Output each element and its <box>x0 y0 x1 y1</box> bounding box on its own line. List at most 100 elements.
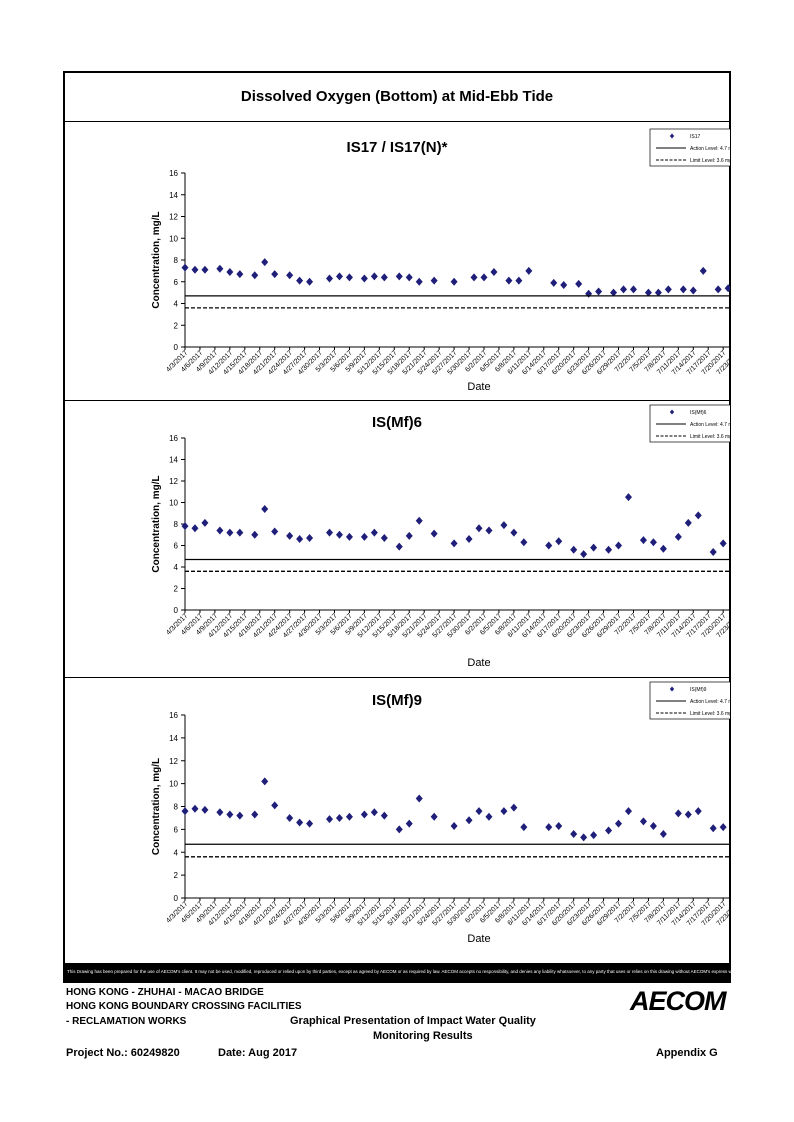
legend-label: Action Level: 4.7 mg/L <box>690 422 730 428</box>
data-point <box>415 516 423 525</box>
data-point <box>624 493 632 502</box>
data-point <box>201 265 209 274</box>
y-tick-label: 16 <box>169 711 178 720</box>
data-point <box>335 530 343 539</box>
data-point <box>694 807 702 816</box>
page-title: Dissolved Oxygen (Bottom) at Mid-Ebb Tid… <box>240 88 554 105</box>
legend-marker-icon <box>669 133 675 139</box>
x-axis-label: Date <box>467 933 490 945</box>
data-point <box>216 264 224 273</box>
appendix-label: Appendix G <box>656 1047 718 1059</box>
data-point <box>595 287 603 296</box>
data-point <box>326 815 334 824</box>
data-point <box>629 285 637 294</box>
data-point <box>570 829 578 838</box>
data-point <box>251 530 259 539</box>
data-point <box>475 524 483 533</box>
data-point <box>644 288 652 297</box>
y-tick-label: 0 <box>174 606 179 615</box>
data-point <box>679 285 687 294</box>
y-tick-label: 4 <box>174 563 179 572</box>
data-point <box>191 265 199 274</box>
y-tick-label: 10 <box>169 234 178 243</box>
data-point <box>430 812 438 821</box>
y-tick-label: 14 <box>169 456 178 465</box>
data-point <box>430 276 438 285</box>
y-axis-label: Concentration, mg/L <box>151 475 162 572</box>
data-point <box>709 824 717 833</box>
data-point <box>191 804 199 813</box>
data-point <box>470 273 478 282</box>
chart-panel-1: IS17 / IS17(N)* 0 2 4 6 8 10 12 14 16 Concentratio… <box>64 121 787 407</box>
data-point <box>699 266 707 275</box>
chart-title: IS(Mf)9 <box>372 692 422 709</box>
chart-panel-3: IS(Mf)9 0 2 4 6 8 10 12 14 16 Concentration, mg/L 4… <box>64 677 787 969</box>
data-point <box>306 277 314 286</box>
data-point <box>545 823 553 832</box>
y-axis-label: Concentration, mg/L <box>151 211 162 308</box>
data-point <box>236 270 244 279</box>
data-point <box>370 272 378 281</box>
legend-marker-icon <box>669 686 675 692</box>
data-point <box>510 803 518 812</box>
y-tick-label: 2 <box>174 321 179 330</box>
data-point <box>724 284 732 293</box>
data-point <box>719 539 727 548</box>
data-point <box>490 267 498 276</box>
y-tick-label: 16 <box>169 434 178 443</box>
data-point <box>395 542 403 551</box>
data-point <box>560 281 568 290</box>
data-point <box>261 777 269 786</box>
project-number: Project No.: 60249820 <box>66 1047 180 1059</box>
data-point <box>450 821 458 830</box>
data-point <box>694 511 702 520</box>
data-point <box>201 805 209 814</box>
legend-label: IS17 <box>690 134 701 140</box>
data-point <box>226 810 234 819</box>
y-tick-label: 4 <box>174 300 179 309</box>
data-point <box>480 273 488 282</box>
data-point <box>296 818 304 827</box>
footer-date: Date: Aug 2017 <box>218 1047 298 1059</box>
data-point <box>575 279 583 288</box>
data-point <box>659 544 667 553</box>
data-point <box>236 811 244 820</box>
y-tick-label: 4 <box>174 848 179 857</box>
data-point <box>525 266 533 275</box>
data-point <box>296 535 304 544</box>
data-point <box>251 810 259 819</box>
legend-label: IS(Mf)6 <box>690 410 707 416</box>
y-tick-label: 10 <box>169 780 178 789</box>
data-point <box>590 543 598 552</box>
data-point <box>345 812 353 821</box>
y-tick-label: 12 <box>169 213 178 222</box>
data-point <box>520 538 528 547</box>
data-point <box>306 533 314 542</box>
data-point <box>251 271 259 280</box>
y-tick-label: 12 <box>169 477 178 486</box>
data-point <box>450 277 458 286</box>
chart-title: IS(Mf)6 <box>372 414 422 431</box>
data-point <box>415 277 423 286</box>
data-point <box>639 536 647 545</box>
aecom-logo: AECOM <box>630 986 726 1016</box>
footer-line-3: - RECLAMATION WORKS <box>66 1016 187 1027</box>
data-point <box>405 819 413 828</box>
data-point <box>719 823 727 832</box>
data-point <box>296 276 304 285</box>
y-tick-label: 0 <box>174 343 179 352</box>
data-point <box>550 278 558 287</box>
footer-description-1: Graphical Presentation of Impact Water Q… <box>290 1015 536 1027</box>
data-point <box>306 819 314 828</box>
data-point <box>395 825 403 834</box>
chart-legend: IS17 Action Level: 4.7 mg/L Limit Level: 3… <box>649 128 753 167</box>
data-point <box>380 273 388 282</box>
data-point <box>181 522 189 531</box>
chart-is17: IS17 / IS17(N)* 0 2 4 6 8 10 12 14 16 Concentratio… <box>151 128 787 393</box>
y-tick-label: 14 <box>169 191 178 200</box>
y-tick-label: 0 <box>174 894 179 903</box>
chart-legend: IS(Mf)9 Action Level: 4.7 mg/L Limit Level… <box>649 681 753 720</box>
y-tick-label: 2 <box>174 585 179 594</box>
data-point <box>500 521 508 530</box>
